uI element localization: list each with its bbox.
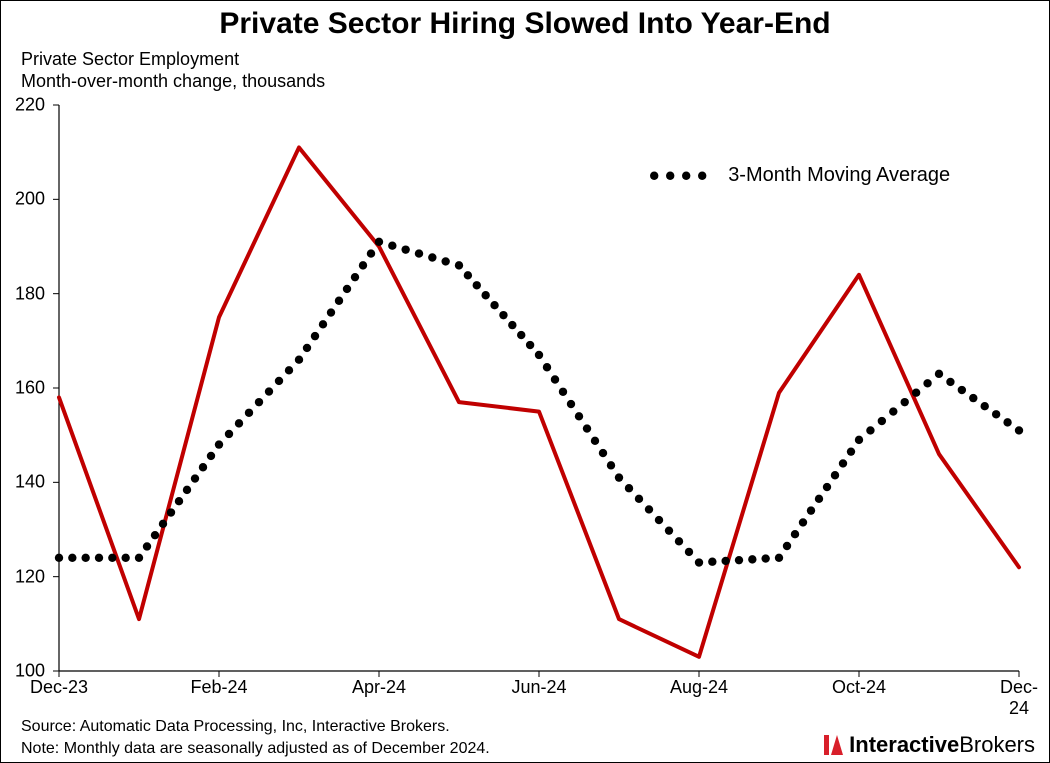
x-tick-label: Dec-23 bbox=[30, 677, 88, 698]
y-tick-label: 120 bbox=[5, 566, 45, 587]
y-tick-label: 160 bbox=[5, 378, 45, 399]
note-text: Note: Monthly data are seasonally adjust… bbox=[21, 740, 490, 758]
brand-text: InteractiveBrokers bbox=[849, 732, 1035, 758]
plot-area bbox=[49, 101, 1029, 701]
chart-svg bbox=[49, 101, 1029, 701]
brand-text-bold: Interactive bbox=[849, 732, 959, 757]
brand-text-light: Brokers bbox=[959, 732, 1035, 757]
y-tick-label: 180 bbox=[5, 283, 45, 304]
x-tick-label: Apr-24 bbox=[352, 677, 406, 698]
chart-subtitle-2: Month-over-month change, thousands bbox=[21, 71, 325, 92]
brand-logo: InteractiveBrokers bbox=[823, 732, 1035, 758]
y-tick-label: 220 bbox=[5, 95, 45, 116]
x-tick-label: Aug-24 bbox=[670, 677, 728, 698]
x-tick-label: Dec-24 bbox=[1000, 677, 1038, 719]
y-tick-label: 200 bbox=[5, 189, 45, 210]
y-tick-label: 140 bbox=[5, 472, 45, 493]
chart-subtitle-1: Private Sector Employment bbox=[21, 49, 239, 70]
source-text: Source: Automatic Data Processing, Inc, … bbox=[21, 718, 450, 736]
ib-icon bbox=[823, 733, 843, 757]
x-tick-label: Oct-24 bbox=[832, 677, 886, 698]
chart-title: Private Sector Hiring Slowed Into Year-E… bbox=[1, 7, 1049, 41]
x-tick-label: Feb-24 bbox=[190, 677, 247, 698]
legend-label: 3-Month Moving Average bbox=[728, 164, 950, 187]
chart-frame: Private Sector Hiring Slowed Into Year-E… bbox=[0, 0, 1050, 763]
x-tick-label: Jun-24 bbox=[511, 677, 566, 698]
